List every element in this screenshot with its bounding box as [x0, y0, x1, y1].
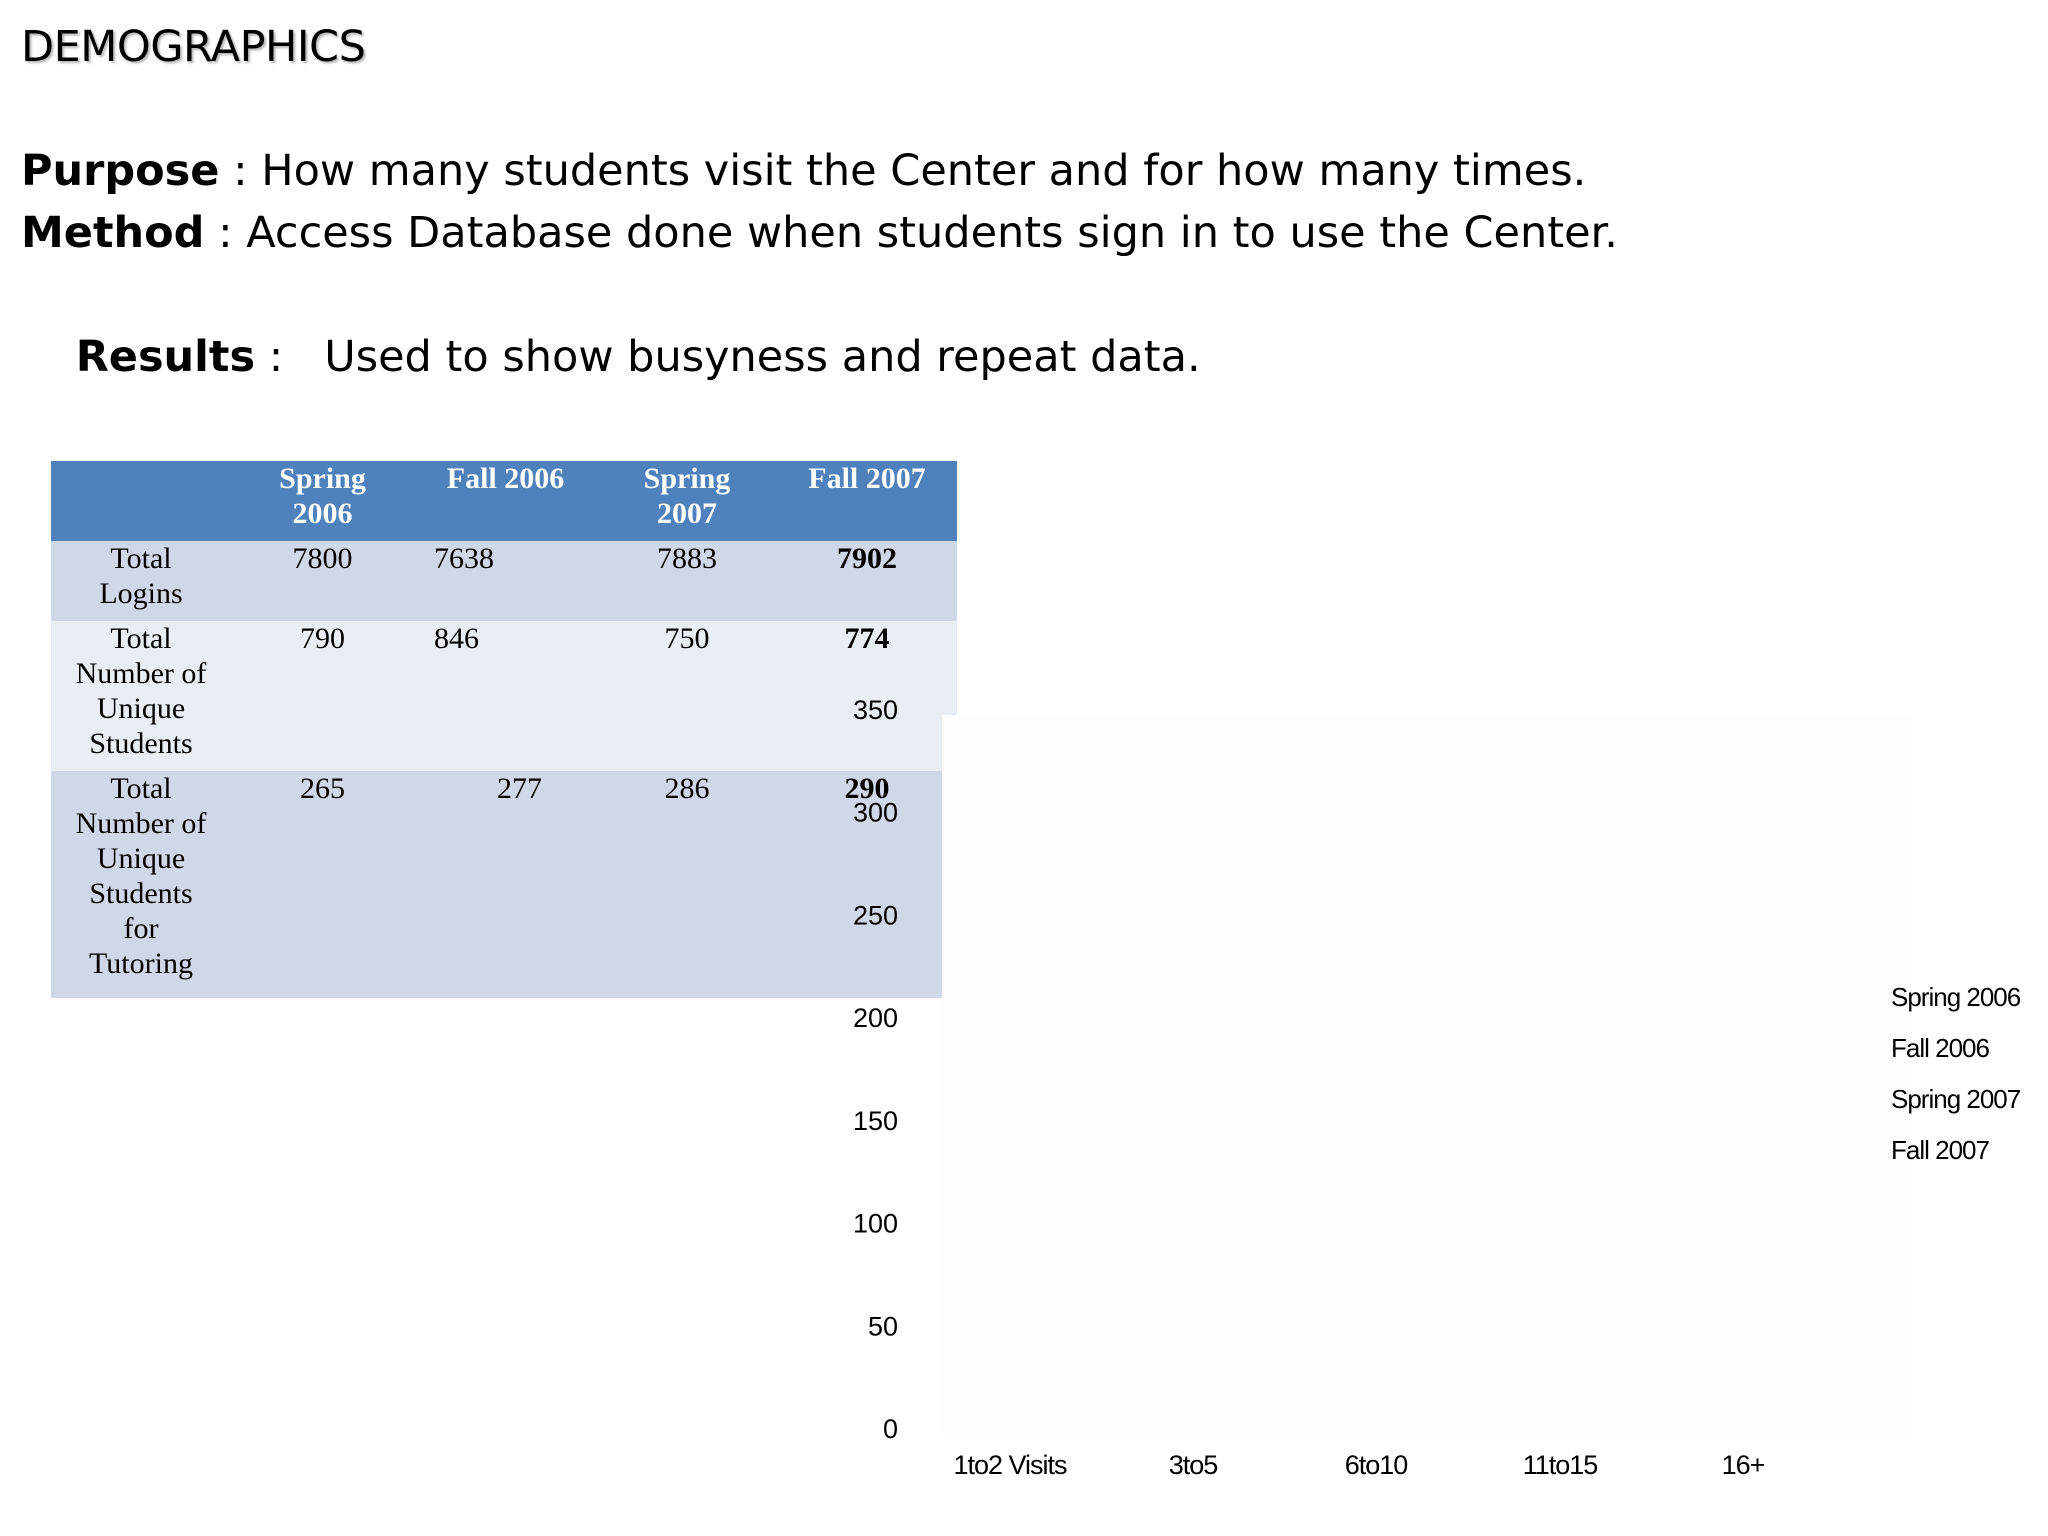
demographics-table: Spring 2006 Fall 2006 Spring 2007 Fall 2… [51, 461, 957, 998]
legend-entry: Fall 2006 [1891, 1033, 1989, 1063]
row-label: Total Number of Unique Students for Tuto… [51, 771, 231, 998]
legend-entry: Spring 2007 [1891, 1084, 2021, 1114]
header-line: 2006 [292, 497, 353, 530]
table-cell: 774 [777, 621, 957, 771]
header-line: Spring [643, 462, 731, 495]
row-label-line: Unique [96, 692, 186, 725]
legend-entry: Fall 2007 [1891, 1135, 1989, 1165]
table-header-spring-2007: Spring 2007 [597, 461, 777, 541]
x-tick-label: 1to2 Visits [953, 1450, 1067, 1480]
results-key: Results [75, 332, 256, 382]
row-label-line: Logins [99, 577, 183, 610]
table-header-fall-2007: Fall 2007 [777, 461, 957, 541]
header-line: Spring [279, 462, 366, 495]
header-line: Fall 2006 [446, 462, 565, 495]
header-line: 2007 [657, 497, 717, 530]
table-cell: 290 [777, 771, 957, 998]
row-label-line: Unique [96, 842, 186, 875]
row-label-line: Students [89, 727, 193, 760]
table-cell: 790 [231, 621, 414, 771]
method-key: Method [21, 208, 205, 258]
table-cell: 750 [597, 621, 777, 771]
table-cell: 7902 [777, 541, 957, 621]
x-tick-label: 6to10 [1345, 1450, 1408, 1480]
purpose-text: : How many students visit the Center and… [219, 146, 1587, 196]
row-label-line: Tutoring [89, 947, 193, 980]
table-cell: 7883 [597, 541, 777, 621]
x-tick-label: 3to5 [1169, 1450, 1218, 1480]
table-cell: 277 [414, 771, 597, 998]
plot-area [942, 715, 1912, 1433]
table-cell: 7638 [414, 541, 597, 621]
table-cell: 265 [231, 771, 414, 998]
row-label-line: Students [89, 877, 193, 910]
method-line: Method : Access Database done when stude… [21, 202, 1618, 264]
y-tick-label: 50 [868, 1311, 898, 1341]
y-tick-label: 0 [883, 1414, 898, 1444]
x-axis-ticks: 1to2 Visits 3to5 6to10 11to15 16+ [953, 1450, 1765, 1480]
table-row: Total Number of Unique Students 790 846 … [51, 621, 957, 771]
results-text: : Used to show busyness and repeat data. [255, 332, 1201, 382]
table-header-corner [51, 461, 231, 541]
y-tick-label: 100 [853, 1209, 898, 1239]
x-tick-label: 16+ [1722, 1450, 1765, 1480]
x-tick-label: 11to15 [1523, 1450, 1598, 1480]
table-header-spring-2006: Spring 2006 [231, 461, 414, 541]
chart-legend: Spring 2006 Fall 2006 Spring 2007 Fall 2007 [1891, 982, 2022, 1165]
row-label-line: Total [110, 622, 172, 655]
table-row: Total Number of Unique Students for Tuto… [51, 771, 957, 998]
purpose-key: Purpose [21, 146, 220, 196]
row-label: Total Number of Unique Students [51, 621, 231, 771]
row-label: Total Logins [51, 541, 231, 621]
row-label-line: Total [110, 772, 172, 805]
legend-entry: Spring 2006 [1891, 982, 2021, 1012]
row-label-line: Total [110, 542, 172, 575]
info-block: Purpose : How many students visit the Ce… [21, 140, 1618, 450]
table-cell: 846 [414, 621, 597, 771]
table-cell: 286 [597, 771, 777, 998]
row-label-line: Number of [75, 807, 207, 840]
y-tick-label: 150 [853, 1106, 898, 1136]
table-cell: 7800 [231, 541, 414, 621]
table-header-row: Spring 2006 Fall 2006 Spring 2007 Fall 2… [51, 461, 957, 541]
method-text: : Access Database done when students sig… [204, 208, 1618, 258]
row-label-line: Number of [75, 657, 207, 690]
header-line: Fall 2007 [808, 462, 926, 495]
row-label-line: for [123, 912, 159, 945]
results-line: Results : Used to show busyness and repe… [21, 264, 1618, 450]
y-tick-label: 200 [853, 1003, 898, 1033]
purpose-line: Purpose : How many students visit the Ce… [21, 140, 1618, 202]
slide-title: DEMOGRAPHICS [21, 22, 366, 72]
table-header-fall-2006: Fall 2006 [414, 461, 597, 541]
table-row: Total Logins 7800 7638 7883 7902 [51, 541, 957, 621]
